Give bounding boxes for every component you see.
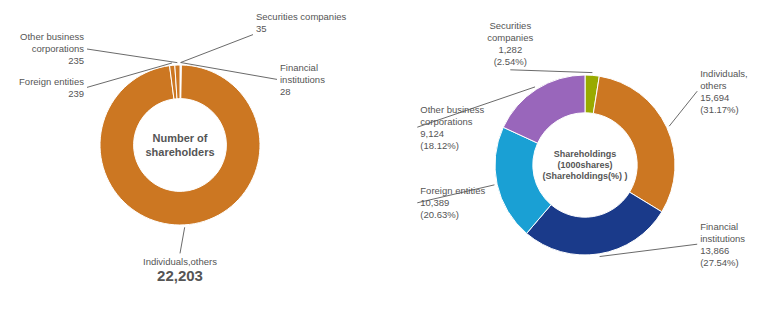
leader-line xyxy=(510,70,592,73)
annotation-label: Other businesscorporations xyxy=(420,104,484,127)
annotation-label: Individuals,others xyxy=(143,256,217,267)
leader-line xyxy=(180,227,185,253)
leader-line xyxy=(600,244,698,256)
data-label: 235 xyxy=(68,55,84,66)
data-label: 9,124 xyxy=(420,128,444,139)
percentage-label: (20.63%) xyxy=(420,209,459,220)
leader-line xyxy=(87,49,177,63)
annotation-label: Foreign entities xyxy=(420,185,485,196)
leader-line xyxy=(669,91,697,126)
annotations: Securities companies35 Financialinstituti… xyxy=(19,11,346,284)
leader-line xyxy=(180,35,253,63)
percentage-label: (31.17%) xyxy=(700,104,739,115)
center-title: Number ofshareholders xyxy=(145,132,214,158)
slices xyxy=(495,75,675,255)
donut-chart: Number ofshareholdersSecurities companie… xyxy=(19,11,346,284)
annotation-label: Securitiescompanies xyxy=(487,20,533,43)
data-label: 15,694 xyxy=(700,92,729,103)
percentage-label: (18.12%) xyxy=(420,140,459,151)
data-label: 35 xyxy=(256,23,267,34)
leader-line xyxy=(417,87,535,127)
page: {"chart_data": [ {"type": "donut", "titl… xyxy=(0,0,760,320)
annotation-label: Securities companies xyxy=(256,11,347,22)
data-label: 1,282 xyxy=(498,44,522,55)
annotation-label: Individuals,others xyxy=(700,68,748,91)
donut-chart: Shareholdings(1000shares)(Shareholdings(… xyxy=(417,20,747,267)
data-label: 10,389 xyxy=(420,197,449,208)
annotation-label: Foreign entities xyxy=(19,76,84,87)
leader-line xyxy=(181,63,277,80)
data-label: 28 xyxy=(280,86,291,97)
percentage-label: (27.54%) xyxy=(700,257,739,268)
data-label: 13,866 xyxy=(700,245,729,256)
annotations: Securitiescompanies1,282(2.54%) Individua… xyxy=(417,20,747,267)
annotation-label: Other businesscorporations xyxy=(20,31,84,54)
center-title: Shareholdings(1000shares)(Shareholdings(… xyxy=(543,149,628,182)
slice xyxy=(100,65,260,225)
chart-canvas: Number ofshareholdersSecurities companie… xyxy=(0,0,760,320)
data-label: 22,203 xyxy=(157,267,203,284)
slice xyxy=(593,76,675,212)
slice xyxy=(175,65,180,99)
data-label: 239 xyxy=(68,88,84,99)
percentage-label: (2.54%) xyxy=(494,56,527,67)
slices xyxy=(100,65,260,225)
annotation-label: Financialinstitutions xyxy=(280,62,325,85)
slice xyxy=(503,75,585,143)
leader-line xyxy=(87,63,172,87)
annotation-label: Financialinstitutions xyxy=(700,221,745,244)
